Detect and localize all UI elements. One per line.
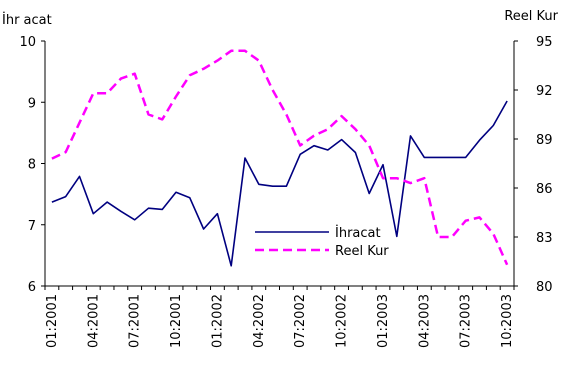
legend-entry: Reel Kur	[335, 244, 389, 259]
x-tick-label: 01:2003	[376, 294, 391, 348]
y-axis-left-label: İhr acat	[2, 12, 52, 28]
y-right-tick-label: 86	[536, 182, 553, 197]
y-left-tick-label: 6	[28, 280, 36, 295]
x-tick-label: 07:2002	[293, 294, 308, 348]
x-tick-label: 04:2003	[417, 294, 432, 348]
y-right-tick-label: 80	[536, 280, 553, 295]
x-tick-label: 04:2001	[86, 294, 101, 348]
x-tick-label: 07:2003	[459, 294, 474, 348]
x-tick-label: 10:2002	[335, 294, 350, 348]
y-left-tick-label: 9	[28, 96, 36, 111]
y-right-tick-label: 95	[536, 35, 553, 50]
series-line-ihracat	[51, 100, 508, 267]
x-tick-label: 04:2002	[252, 294, 267, 348]
legend-entry: İhracat	[335, 225, 381, 241]
y-right-tick-label: 89	[536, 133, 553, 148]
y-axis-right-label: Reel Kur	[504, 9, 558, 24]
x-tick-label: 01:2002	[210, 294, 225, 348]
y-right-tick-label: 83	[536, 231, 553, 246]
x-tick-label: 10:2003	[500, 294, 515, 348]
y-left-tick-label: 8	[28, 158, 36, 173]
y-left-tick-label: 7	[28, 219, 36, 234]
x-tick-label: 07:2001	[128, 294, 143, 348]
y-left-tick-label: 10	[19, 35, 36, 50]
y-right-tick-label: 92	[536, 84, 553, 99]
x-tick-label: 10:2001	[169, 294, 184, 348]
x-tick-label: 01:2001	[45, 294, 60, 348]
series-line-reel-kur	[51, 49, 509, 266]
